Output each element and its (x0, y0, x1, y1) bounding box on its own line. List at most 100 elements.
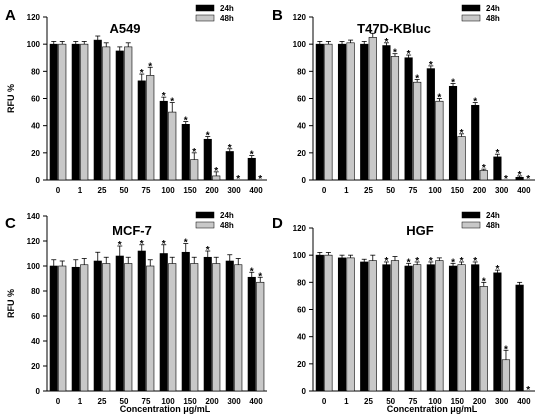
significance-star: * (526, 385, 530, 396)
bar-24h (181, 251, 190, 392)
bar-48h (457, 264, 466, 392)
x-tick-label: 300 (495, 397, 509, 406)
legend-swatch-24h (461, 4, 481, 12)
significance-star: * (526, 174, 530, 185)
bar-48h (234, 264, 243, 392)
y-tick-label: 20 (31, 149, 40, 158)
y-tick-label: 120 (27, 13, 41, 22)
y-tick-label: 120 (293, 224, 307, 233)
significance-star: * (250, 150, 254, 161)
legend-swatch-48h (195, 221, 215, 229)
chart-title: A549 (109, 21, 140, 36)
y-tick-label: 40 (297, 122, 306, 131)
y-tick-label: 0 (36, 387, 41, 396)
x-tick-label: 150 (451, 186, 465, 195)
bar-24h (493, 272, 502, 392)
y-tick-label: 80 (31, 67, 40, 76)
bar-48h (190, 263, 199, 392)
bar-24h (71, 266, 80, 392)
chart-title: T47D-KBluc (357, 21, 431, 36)
x-tick-label: 200 (205, 186, 219, 195)
y-tick-label: 120 (27, 237, 41, 246)
bar-24h (225, 151, 234, 181)
bar-24h (360, 261, 369, 392)
bar-48h (346, 257, 355, 392)
bar-48h (168, 263, 177, 392)
bar-48h (168, 111, 177, 181)
y-tick-label: 20 (297, 149, 306, 158)
x-tick-label: 25 (364, 397, 373, 406)
bar-24h (115, 50, 124, 181)
legend-swatch-48h (461, 14, 481, 22)
bar-24h (93, 39, 102, 181)
y-tick-label: 100 (27, 40, 41, 49)
bar-48h (413, 264, 422, 392)
y-tick-label: 80 (31, 287, 40, 296)
bar-48h (390, 56, 400, 181)
bar-48h (212, 263, 221, 392)
significance-star: * (473, 97, 477, 108)
chart-title: MCF-7 (112, 223, 152, 238)
bar-24h (337, 257, 347, 392)
significance-star: * (473, 256, 477, 267)
bar-48h (368, 260, 377, 392)
significance-star: * (518, 170, 522, 181)
panel-label: B (272, 7, 283, 24)
x-tick-label: 200 (205, 397, 219, 406)
significance-star: * (460, 128, 464, 139)
bar-48h (501, 359, 511, 392)
significance-star: * (140, 239, 144, 250)
x-tick-label: 0 (322, 397, 327, 406)
y-tick-label: 60 (297, 306, 306, 315)
bar-24h (426, 264, 435, 392)
y-tick-label: 100 (293, 40, 307, 49)
y-tick-label: 20 (31, 362, 40, 371)
bar-24h (225, 260, 234, 392)
y-tick-label: 80 (297, 278, 306, 287)
legend-label: 48h (220, 14, 234, 23)
x-tick-label: 50 (120, 397, 129, 406)
x-tick-label: 25 (98, 397, 107, 406)
x-tick-label: 0 (56, 397, 61, 406)
bar-48h (457, 136, 466, 181)
bar-48h (58, 43, 67, 181)
x-tick-label: 400 (517, 186, 531, 195)
significance-star: * (118, 240, 122, 251)
y-axis-label: RFU % (6, 84, 16, 113)
bar-24h (247, 276, 256, 392)
bar-24h (337, 43, 347, 181)
legend-swatch-24h (461, 211, 481, 219)
significance-star: * (206, 131, 210, 142)
bar-48h (146, 265, 155, 392)
y-tick-label: 40 (31, 337, 40, 346)
bar-48h (256, 281, 265, 392)
x-tick-label: 75 (408, 397, 417, 406)
y-tick-label: 40 (31, 122, 40, 131)
x-tick-label: 75 (142, 186, 151, 195)
bar-48h (435, 100, 444, 181)
panel-label: D (272, 215, 283, 232)
significance-star: * (170, 97, 174, 108)
significance-star: * (451, 257, 455, 268)
significance-star: * (393, 48, 397, 59)
significance-star: * (162, 239, 166, 250)
significance-star: * (140, 68, 144, 79)
legend-label: 48h (486, 14, 500, 23)
bar-48h (102, 46, 111, 181)
bar-48h (324, 254, 333, 392)
y-tick-label: 40 (297, 333, 306, 342)
significance-star: * (504, 344, 508, 355)
legend-label: 48h (486, 221, 500, 230)
x-tick-label: 1 (344, 186, 349, 195)
y-tick-label: 20 (297, 360, 306, 369)
legend-label: 24h (486, 4, 500, 13)
legend-swatch-48h (195, 14, 215, 22)
significance-star: * (236, 174, 240, 185)
y-tick-label: 0 (36, 176, 41, 185)
x-tick-label: 150 (451, 397, 465, 406)
x-tick-label: 75 (408, 186, 417, 195)
bar-24h (471, 104, 480, 181)
